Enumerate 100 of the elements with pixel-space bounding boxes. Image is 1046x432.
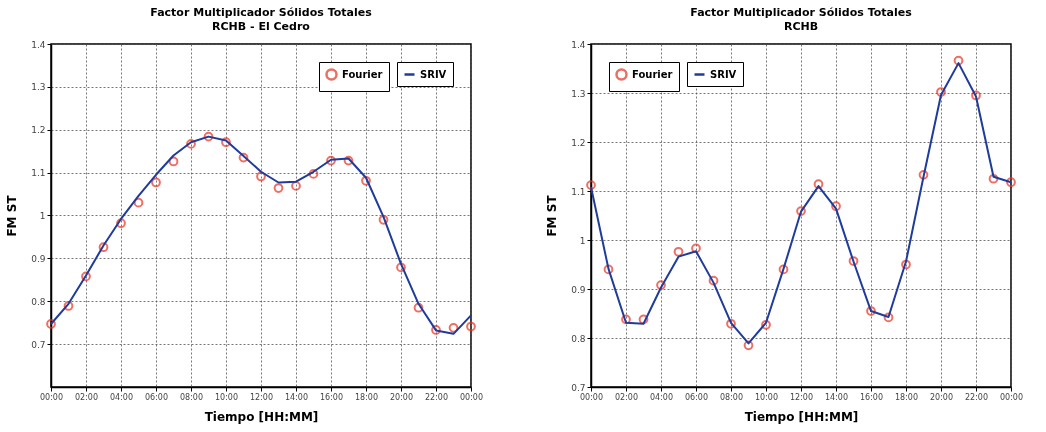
point	[308, 169, 319, 179]
point	[63, 301, 74, 311]
x-tick-label: 00:00	[579, 392, 604, 402]
line-series	[590, 62, 1012, 345]
y-tick-label: 1	[579, 235, 586, 246]
x-tick-label: 04:00	[109, 392, 134, 402]
y-tick-label: 1.4	[31, 39, 46, 50]
x-tick-label: 10:00	[754, 392, 779, 402]
x-tick-label: 08:00	[179, 392, 204, 402]
x-tick-label: 10:00	[214, 392, 239, 402]
point	[133, 197, 144, 208]
point	[673, 246, 684, 257]
point	[238, 152, 249, 163]
point	[743, 340, 754, 351]
y-tick-label: 1.2	[31, 125, 46, 136]
point	[466, 321, 476, 332]
point	[378, 214, 389, 225]
point	[971, 90, 981, 101]
point	[638, 314, 649, 325]
y-tick-label: 0.9	[571, 284, 586, 295]
y-tick-label: 1.3	[571, 88, 586, 99]
x-tick-label: 02:00	[614, 392, 639, 402]
point	[1006, 177, 1016, 188]
point	[813, 179, 824, 190]
x-tick-label: 00:00	[39, 392, 64, 402]
y-tick-label: 0.9	[31, 253, 46, 264]
point	[273, 183, 284, 193]
point	[866, 306, 876, 316]
x-tick-label: 18:00	[354, 392, 379, 402]
point	[81, 271, 91, 282]
x-tick-label: 14:00	[824, 392, 849, 402]
point	[831, 201, 841, 212]
point	[953, 55, 964, 66]
point	[291, 181, 301, 191]
point	[621, 314, 631, 325]
point	[848, 256, 859, 266]
x-tick-label: 06:00	[144, 392, 169, 402]
x-tick-label: 22:00	[964, 392, 989, 402]
legend-label: Fourier	[342, 68, 383, 80]
x-tick-label: 20:00	[389, 392, 414, 402]
point	[203, 131, 214, 142]
legend-label: Fourier	[632, 68, 673, 80]
y-tick-label: 1.4	[571, 39, 586, 50]
point	[168, 156, 179, 167]
y-tick-label: 0.8	[31, 296, 46, 307]
chart-title: Factor Multiplicador Sólidos Totales	[150, 6, 373, 19]
point	[448, 322, 459, 333]
line-series	[50, 135, 472, 335]
x-tick-label: 12:00	[249, 392, 274, 402]
y-axis-title: FM ST	[5, 194, 20, 237]
point	[726, 318, 736, 329]
y-tick-label: 0.7	[31, 339, 46, 350]
y-tick-label: 0.7	[571, 382, 586, 393]
point	[396, 262, 406, 273]
x-tick-label: 18:00	[894, 392, 919, 402]
chart-title: Factor Multiplicador Sólidos Totales	[690, 6, 913, 19]
x-tick-label: 14:00	[284, 392, 309, 402]
point	[586, 180, 596, 190]
point	[603, 264, 614, 275]
legend-label: SRIV	[710, 68, 737, 80]
point	[326, 155, 336, 166]
x-tick-label: 22:00	[424, 392, 449, 402]
point	[936, 87, 946, 97]
point	[116, 218, 126, 229]
chart-subtitle: RCHB - El Cedro	[212, 20, 311, 33]
x-tick-label: 16:00	[859, 392, 884, 402]
point	[761, 319, 771, 330]
point	[413, 302, 424, 313]
x-tick-label: 08:00	[719, 392, 744, 402]
point	[918, 169, 929, 180]
point	[98, 242, 109, 253]
point	[431, 325, 441, 335]
point	[708, 275, 719, 286]
y-tick-label: 0.8	[571, 333, 586, 344]
x-tick-label: 00:00	[999, 392, 1024, 402]
point	[151, 177, 161, 188]
x-tick-label: 20:00	[929, 392, 954, 402]
x-axis-title: Tiempo [HH:MM]	[744, 409, 859, 424]
point	[343, 155, 354, 166]
point	[221, 137, 231, 148]
x-tick-label: 02:00	[74, 392, 99, 402]
point	[691, 243, 701, 254]
point	[46, 319, 56, 329]
legend-label: SRIV	[420, 68, 447, 80]
point	[656, 280, 666, 290]
point	[186, 139, 196, 149]
chart-subtitle: RCHB	[783, 20, 819, 33]
x-tick-label: 04:00	[649, 392, 674, 402]
x-axis-title: Tiempo [HH:MM]	[204, 409, 319, 424]
y-axis-title: FM ST	[545, 194, 560, 237]
x-tick-label: 12:00	[789, 392, 814, 402]
y-tick-label: 1.1	[571, 186, 586, 197]
x-tick-label: 00:00	[459, 392, 484, 402]
point	[361, 175, 371, 186]
y-tick-label: 1.2	[571, 137, 586, 148]
point	[901, 259, 911, 270]
point	[778, 264, 789, 275]
point	[796, 206, 806, 216]
point	[988, 173, 999, 184]
y-tick-label: 1.3	[31, 82, 46, 93]
